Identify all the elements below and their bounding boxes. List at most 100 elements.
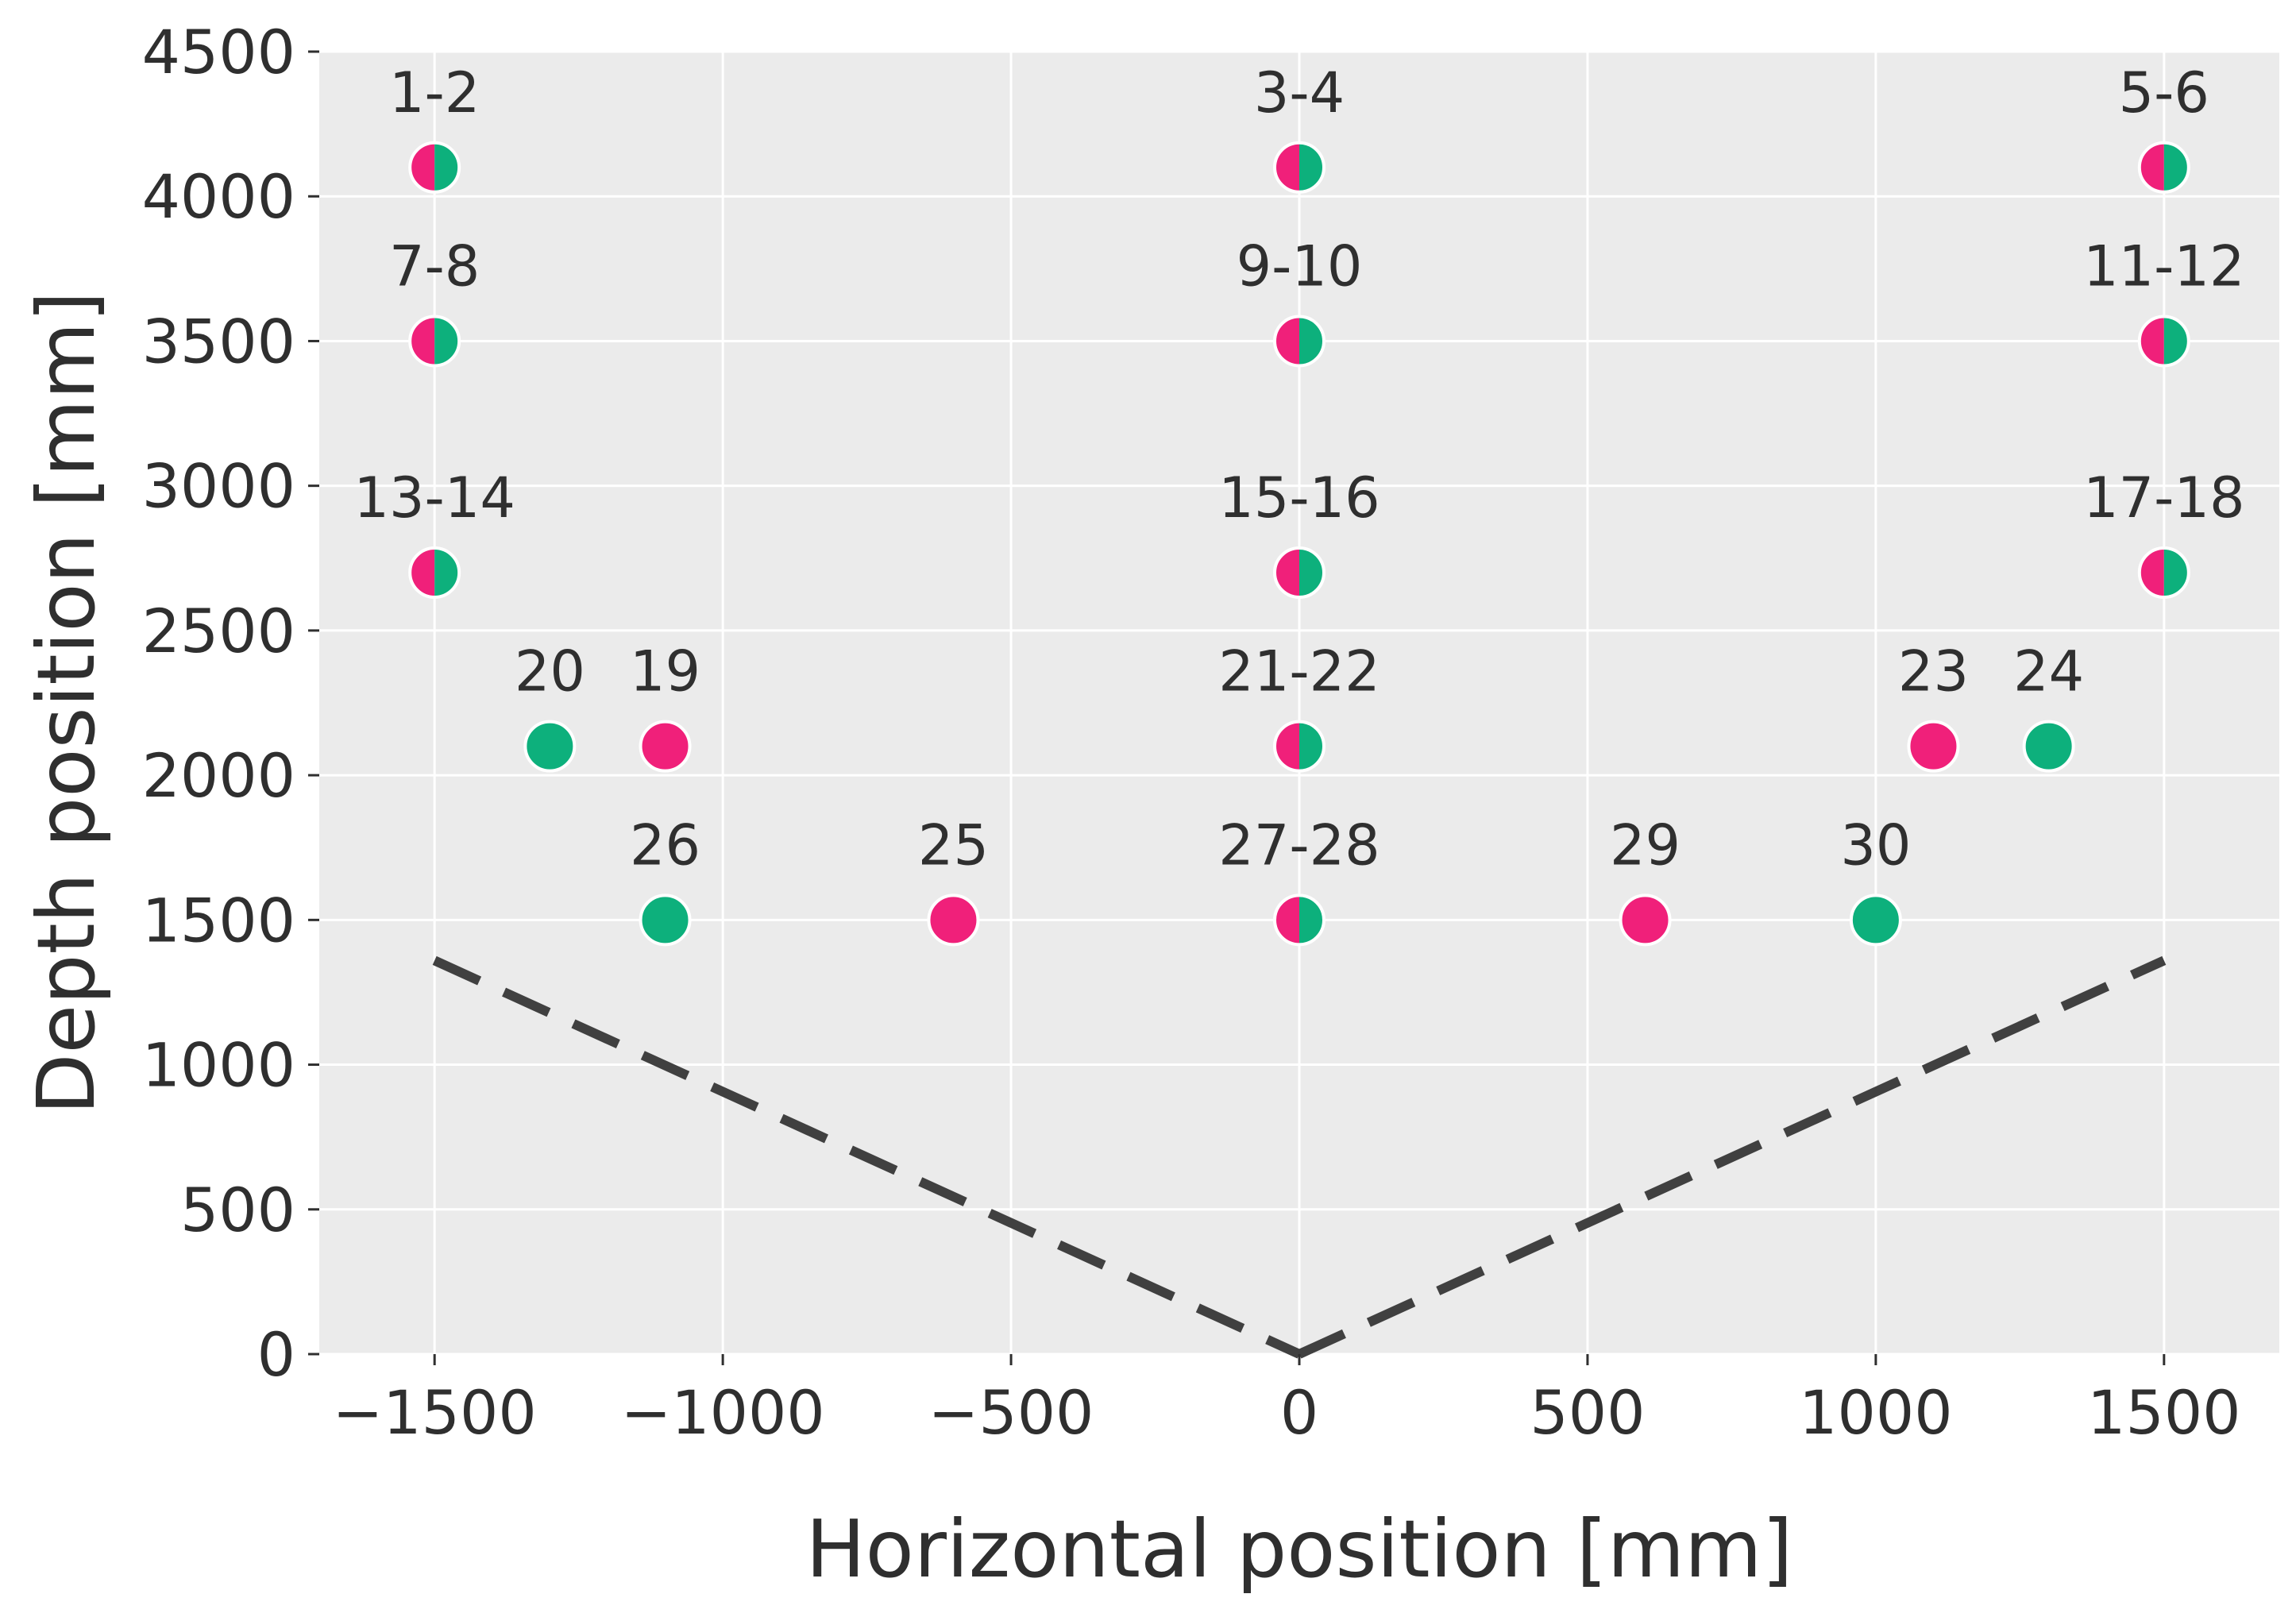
point-label: 19 (630, 639, 700, 704)
point-marker (1619, 893, 1672, 947)
data-point: 30 (1840, 812, 1911, 947)
point-label: 23 (1898, 639, 1969, 704)
y-tick-label: 1500 (142, 885, 295, 955)
point-outline (1273, 315, 1326, 368)
point-label: 11-12 (2083, 233, 2244, 299)
x-tick-label: 500 (1530, 1377, 1645, 1448)
point-marker (1849, 893, 1902, 947)
data-point: 3-4 (1254, 60, 1345, 194)
point-label: 29 (1610, 812, 1681, 878)
y-tick-label: 3500 (142, 306, 295, 376)
data-point: 11-12 (2083, 233, 2245, 368)
x-axis: −1500 −1000 −500 0 500 1000 1500 (333, 1354, 2241, 1448)
x-tick-label: −500 (928, 1377, 1094, 1448)
y-tick-label: 4500 (142, 17, 295, 87)
x-tick-label: −1500 (333, 1377, 537, 1448)
data-point: 5-6 (2119, 60, 2209, 194)
point-label: 3-4 (1254, 60, 1345, 125)
point-label: 7-8 (389, 233, 480, 299)
point-label: 9-10 (1237, 233, 1363, 299)
point-half-green (434, 548, 460, 597)
point-half-magenta (1275, 548, 1299, 597)
point-outline (408, 141, 461, 194)
field-of-view-line-right (1297, 955, 2167, 1359)
point-half-magenta (410, 548, 435, 597)
data-point: 21-22 (1218, 639, 1380, 773)
point-label: 24 (2013, 639, 2084, 704)
point-outline (408, 315, 461, 368)
data-point: 15-16 (1218, 465, 1380, 599)
point-half-magenta (410, 316, 435, 366)
y-tick-label: 3000 (142, 451, 295, 522)
point-half-magenta (410, 142, 435, 192)
point-half-magenta (2139, 142, 2164, 192)
data-point: 7-8 (389, 233, 480, 368)
point-outline (2137, 315, 2190, 368)
point-half-green (434, 316, 460, 366)
point-outline (1273, 546, 1326, 599)
point-half-green (1299, 316, 1324, 366)
point-marker (639, 720, 692, 773)
data-point: 19 (630, 639, 700, 773)
point-marker (927, 893, 980, 947)
point-label: 13-14 (353, 465, 515, 531)
point-half-green (2163, 142, 2189, 192)
point-half-green (434, 142, 460, 192)
data-point: 13-14 (353, 465, 515, 599)
point-half-magenta (2139, 548, 2164, 597)
point-marker (2022, 720, 2075, 773)
y-axis-title: Depth position [mm] (20, 291, 113, 1114)
data-point: 24 (2013, 639, 2084, 773)
data-point: 17-18 (2083, 465, 2245, 599)
y-tick-label: 2500 (142, 596, 295, 666)
x-axis-title: Horizontal position [mm] (805, 1503, 1792, 1596)
data-point: 27-28 (1218, 812, 1380, 947)
y-tick-label: 2000 (142, 740, 295, 811)
point-outline (408, 546, 461, 599)
x-tick-label: 1000 (1799, 1377, 1952, 1448)
point-half-magenta (1275, 316, 1299, 366)
point-outline (1273, 720, 1326, 773)
point-half-magenta (1275, 142, 1299, 192)
data-point: 26 (630, 812, 700, 947)
point-half-green (2163, 548, 2189, 597)
point-outline (1273, 141, 1326, 194)
point-half-magenta (1275, 721, 1299, 771)
point-label: 27-28 (1218, 812, 1380, 878)
y-axis: 0 500 1000 1500 2000 2500 3000 3500 4000 4500 (142, 17, 319, 1390)
point-half-magenta (1275, 895, 1299, 945)
data-point: 25 (918, 812, 989, 947)
point-label: 15-16 (1218, 465, 1380, 531)
point-label: 1-2 (389, 60, 480, 125)
point-label: 30 (1840, 812, 1911, 878)
point-label: 5-6 (2119, 60, 2209, 125)
y-tick-label: 500 (180, 1175, 295, 1245)
point-marker (1907, 720, 1960, 773)
point-half-green (1299, 548, 1324, 597)
data-point: 20 (515, 639, 585, 773)
y-tick-label: 1000 (142, 1030, 295, 1101)
point-marker (639, 893, 692, 947)
point-label: 25 (918, 812, 989, 878)
y-tick-label: 0 (257, 1319, 295, 1390)
field-of-view-line-left (432, 955, 1302, 1359)
x-tick-label: 1500 (2087, 1377, 2240, 1448)
data-point: 29 (1610, 812, 1681, 947)
point-half-green (2163, 316, 2189, 366)
point-outline (2137, 141, 2190, 194)
point-label: 20 (515, 639, 585, 704)
point-label: 21-22 (1218, 639, 1380, 704)
point-label: 17-18 (2083, 465, 2244, 531)
point-label: 26 (630, 812, 700, 878)
data-point: 1-2 (389, 60, 480, 194)
data-point: 23 (1898, 639, 1969, 773)
point-marker (523, 720, 577, 773)
point-half-green (1299, 721, 1324, 771)
point-half-magenta (2139, 316, 2164, 366)
data-point: 9-10 (1237, 233, 1363, 368)
x-tick-label: −1000 (621, 1377, 825, 1448)
point-outline (2137, 546, 2190, 599)
point-half-green (1298, 142, 1324, 192)
point-half-green (1299, 895, 1324, 945)
